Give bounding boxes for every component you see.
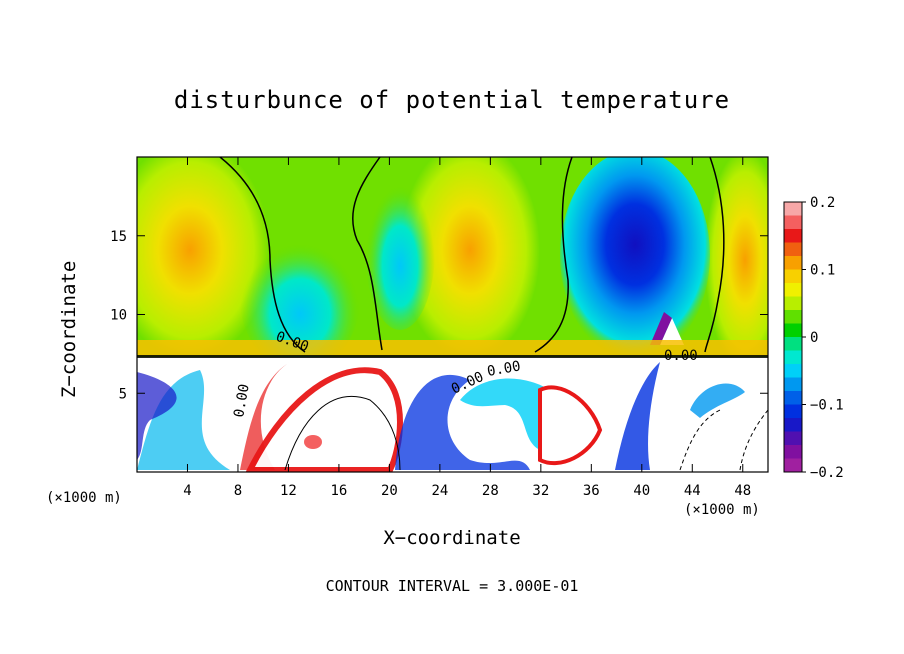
contour-interval-note: CONTOUR INTERVAL = 3.000E-01 (325, 577, 579, 595)
x-tick-label: 24 (431, 483, 448, 499)
contour-line (284, 396, 401, 471)
colorbar-swatch (784, 296, 802, 311)
yellow-region-right (705, 157, 768, 370)
colorbar-swatch (784, 458, 802, 473)
colorbar-swatch (784, 323, 802, 338)
colorbar-swatch (784, 377, 802, 392)
contour-line (679, 409, 721, 471)
colorbar-swatch (784, 445, 802, 459)
colorbar-swatch (784, 431, 802, 446)
colorbar-swatch (784, 202, 802, 216)
x-tick-label: 32 (532, 483, 549, 499)
colorbar-swatch (784, 404, 802, 419)
colorbar-tick-label: −0.1 (810, 398, 844, 414)
x-tick-label: 36 (583, 483, 600, 499)
contour-line (219, 157, 306, 353)
colorbar-swatch (784, 337, 802, 351)
field (137, 157, 768, 472)
interface-line (137, 355, 768, 358)
colorbar (783, 201, 803, 473)
x-tick-label: 12 (280, 483, 297, 499)
colorbar-swatch (784, 229, 802, 243)
colorbar-swatch (784, 350, 802, 365)
yellow-region-mid (400, 157, 540, 360)
warm-swirl (538, 385, 603, 466)
colorbar-tick-label: 0.1 (810, 263, 835, 279)
white-peak (660, 318, 684, 345)
contour-line (534, 157, 573, 353)
x-tick-label: 40 (633, 483, 650, 499)
lower-blue-arc (690, 383, 745, 418)
x-tick-label: 20 (381, 483, 398, 499)
lower-blue-right (615, 362, 660, 470)
colorbar-swatch (784, 310, 802, 324)
y-tick-label: 10 (110, 308, 127, 324)
lower-blue-left (137, 370, 230, 470)
lower-dark-left (137, 372, 177, 460)
colorbar-tick-label: −0.2 (810, 465, 844, 481)
x-tick-label: 4 (183, 483, 191, 499)
x-unit-label-right: (×1000 m) (684, 502, 760, 518)
colorbar-axis: 0.2 0.1 0 −0.1 −0.2 (802, 195, 844, 481)
colorbar-swatch (784, 269, 802, 284)
y-tick-label: 5 (119, 386, 127, 402)
y-axis: 5 10 15 (110, 229, 768, 402)
colorbar-swatch (784, 215, 802, 230)
cyan-region-mid (365, 170, 435, 330)
colorbar-tick-label: 0.2 (810, 195, 835, 211)
contour-label: 0.00 (231, 383, 253, 419)
colorbar-swatch (784, 242, 802, 257)
contour-line (352, 157, 383, 351)
x-tick-label: 28 (482, 483, 499, 499)
contour-line (739, 409, 768, 471)
purple-peak (650, 312, 672, 345)
x-axis: 4 8 12 16 20 24 28 32 36 40 44 48 (183, 157, 751, 499)
contour-label: 0.00 (664, 348, 698, 364)
yellow-region-left (137, 157, 270, 360)
chart-title: disturbunce of potential temperature (173, 86, 731, 114)
x-unit-label-left: (×1000 m) (46, 490, 122, 506)
colorbar-swatch (784, 418, 802, 432)
colorbar-swatch (784, 391, 802, 405)
lower-white-right (670, 375, 768, 470)
contour-line (704, 157, 725, 353)
x-tick-label: 16 (330, 483, 347, 499)
lower-cyan-swirl (460, 378, 564, 450)
x-axis-label: X−coordinate (383, 527, 521, 549)
x-tick-label: 8 (234, 483, 242, 499)
lower-red-streak (240, 362, 290, 470)
x-tick-label: 48 (734, 483, 751, 499)
y-tick-label: 15 (110, 229, 127, 245)
contour-label: 0.00 (486, 358, 522, 380)
colorbar-swatch (784, 364, 802, 378)
colorbar-tick-label: 0 (810, 330, 818, 346)
warm-core (304, 435, 322, 449)
y-axis-label: Z−coordinate (58, 260, 80, 398)
lower-blue-swirl (395, 374, 530, 470)
blue-cold-region (560, 157, 710, 360)
colorbar-swatch (784, 283, 802, 297)
colorbar-swatch (784, 256, 802, 270)
x-tick-label: 44 (684, 483, 701, 499)
